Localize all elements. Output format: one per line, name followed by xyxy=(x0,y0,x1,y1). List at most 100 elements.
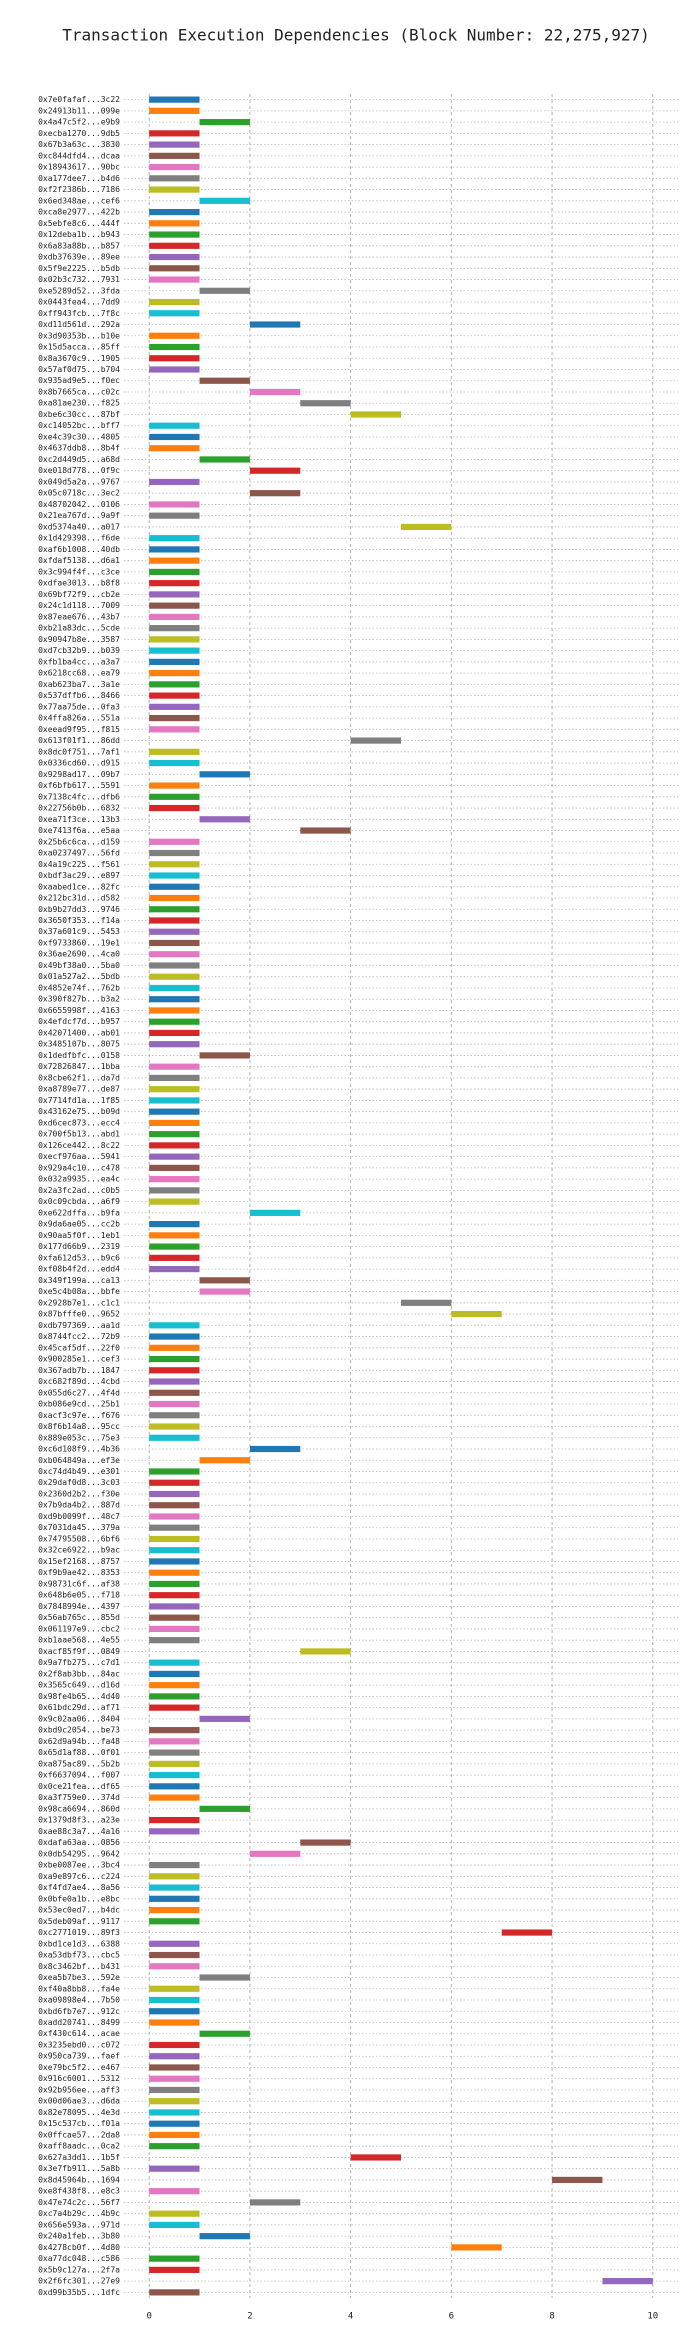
bar xyxy=(149,838,200,845)
bar xyxy=(149,872,200,879)
bar xyxy=(149,1086,200,1093)
bar xyxy=(350,2154,401,2161)
bar xyxy=(149,951,200,958)
bar xyxy=(149,422,200,429)
bar xyxy=(149,2075,200,2082)
bar xyxy=(249,1209,301,1216)
bar xyxy=(149,1704,200,1711)
y-tick-label: 0x4a47c5f2...e9b9 xyxy=(38,118,120,127)
bar xyxy=(149,208,200,216)
bar xyxy=(149,2120,200,2127)
bar xyxy=(149,1265,200,1273)
bar xyxy=(149,1940,200,1947)
y-tick-label: 0x5b9c127a...2f7a xyxy=(38,2265,120,2274)
y-tick-label: 0x53ec0ed7...b4dc xyxy=(38,1906,120,1915)
bar xyxy=(199,1288,250,1295)
bar xyxy=(149,1355,200,1363)
y-tick-label: 0xfa612d53...b9c6 xyxy=(38,1253,120,1262)
y-tick-label: 0x648b6e05...f718 xyxy=(38,1591,120,1600)
bar xyxy=(149,1772,200,1779)
y-tick-label: 0xf430c614...acae xyxy=(38,2029,120,2038)
bar xyxy=(149,1749,200,1756)
bar xyxy=(149,2210,200,2217)
y-tick-label: 0xe4c39c30...4805 xyxy=(38,432,120,441)
y-tick-label: 0x18943617...90bc xyxy=(38,163,120,172)
y-tick-label: 0x627a3dd1...1b5f xyxy=(38,2153,120,2162)
bar xyxy=(149,962,200,969)
y-tick-label: 0x0336cd60...d915 xyxy=(38,759,120,768)
bar xyxy=(149,130,200,137)
y-tick-label: 0x98731c6f...af38 xyxy=(38,1579,120,1588)
y-tick-label: 0x87eae676...43b7 xyxy=(38,612,120,621)
bar xyxy=(149,1996,200,2004)
y-tick-label: 0xf2f2386b...7186 xyxy=(38,185,120,194)
bar xyxy=(149,1861,200,1869)
y-tick-label: 0xea71f3ce...13b3 xyxy=(38,815,120,824)
bar xyxy=(199,377,250,384)
y-tick-label: 0x9da6ae05...cc2b xyxy=(38,1220,120,1229)
bar xyxy=(149,928,200,935)
bar xyxy=(149,1513,200,1520)
bar xyxy=(149,1423,200,1430)
bar xyxy=(149,1007,200,1014)
y-tick-label: 0xa77dc048...c586 xyxy=(38,2254,120,2263)
bar xyxy=(149,186,200,193)
bar xyxy=(149,1412,200,1419)
y-tick-label: 0xecf976aa...5941 xyxy=(38,1152,120,1161)
bar xyxy=(199,287,250,294)
bar xyxy=(149,1816,200,1824)
y-tick-label: 0xd99b35b5...1dfc xyxy=(38,2288,120,2297)
bar xyxy=(149,1041,200,1048)
y-tick-label: 0x7138c4fc...dfb6 xyxy=(38,792,120,801)
bar xyxy=(149,692,200,699)
y-tick-label: 0x5f9e2225...b5db xyxy=(38,264,120,273)
bar xyxy=(149,1760,200,1767)
bar xyxy=(149,175,200,182)
bar xyxy=(149,1794,200,1801)
y-tick-label: 0x2360d2b2...f30e xyxy=(38,1489,120,1498)
bar xyxy=(149,580,200,587)
y-tick-label: 0xd5374a40...a017 xyxy=(38,522,120,531)
bar xyxy=(149,231,200,238)
bar xyxy=(149,1108,200,1115)
bar xyxy=(249,490,301,497)
y-tick-label: 0x4efdcf7d...b957 xyxy=(38,1017,120,1026)
bar xyxy=(149,1614,200,1621)
bar xyxy=(149,276,200,283)
y-tick-label: 0x15ef2168...8757 xyxy=(38,1557,120,1566)
bar xyxy=(149,1097,200,1104)
bar xyxy=(149,939,200,947)
y-tick-label: 0x929a4c10...c478 xyxy=(38,1163,120,1172)
x-tick-label: 2 xyxy=(247,2312,252,2322)
y-tick-label: 0x613f01f1...86dd xyxy=(38,736,120,745)
bar xyxy=(149,546,200,553)
bar xyxy=(199,1715,250,1722)
bar xyxy=(149,265,200,272)
bar xyxy=(300,1839,351,1846)
y-tick-label: 0x32ce6922...b9ac xyxy=(38,1546,120,1555)
bar xyxy=(149,501,200,508)
bar xyxy=(149,568,200,576)
bar xyxy=(149,1783,200,1790)
y-tick-label: 0xbe0087ee...3bc4 xyxy=(38,1861,120,1870)
bar xyxy=(149,557,200,564)
bar xyxy=(149,793,200,800)
y-tick-label: 0x126ce442...8c22 xyxy=(38,1141,120,1150)
y-tick-label: 0x032a9935...ea4c xyxy=(38,1175,120,1184)
y-tick-label: 0x7e0fafaf...3c22 xyxy=(38,95,120,104)
y-tick-label: 0x65d1af88...0f01 xyxy=(38,1748,120,1757)
y-tick-label: 0xc6d108f9...4b36 xyxy=(38,1445,120,1454)
y-tick-label: 0xe5289d52...3fda xyxy=(38,286,120,295)
bar xyxy=(149,759,200,767)
bar xyxy=(451,2244,502,2251)
y-tick-label: 0xf08b4f2d...edd4 xyxy=(38,1265,120,1274)
bar xyxy=(149,2064,200,2071)
y-tick-label: 0x2928b7e1...c1c1 xyxy=(38,1298,120,1307)
bar xyxy=(149,512,200,519)
y-tick-label: 0xd6cec873...ecc4 xyxy=(38,1118,120,1127)
bar xyxy=(149,433,200,441)
bar xyxy=(149,849,200,857)
bar xyxy=(149,1018,200,1025)
bar xyxy=(149,613,200,620)
y-tick-label: 0x7b9da4b2...887d xyxy=(38,1501,120,1510)
